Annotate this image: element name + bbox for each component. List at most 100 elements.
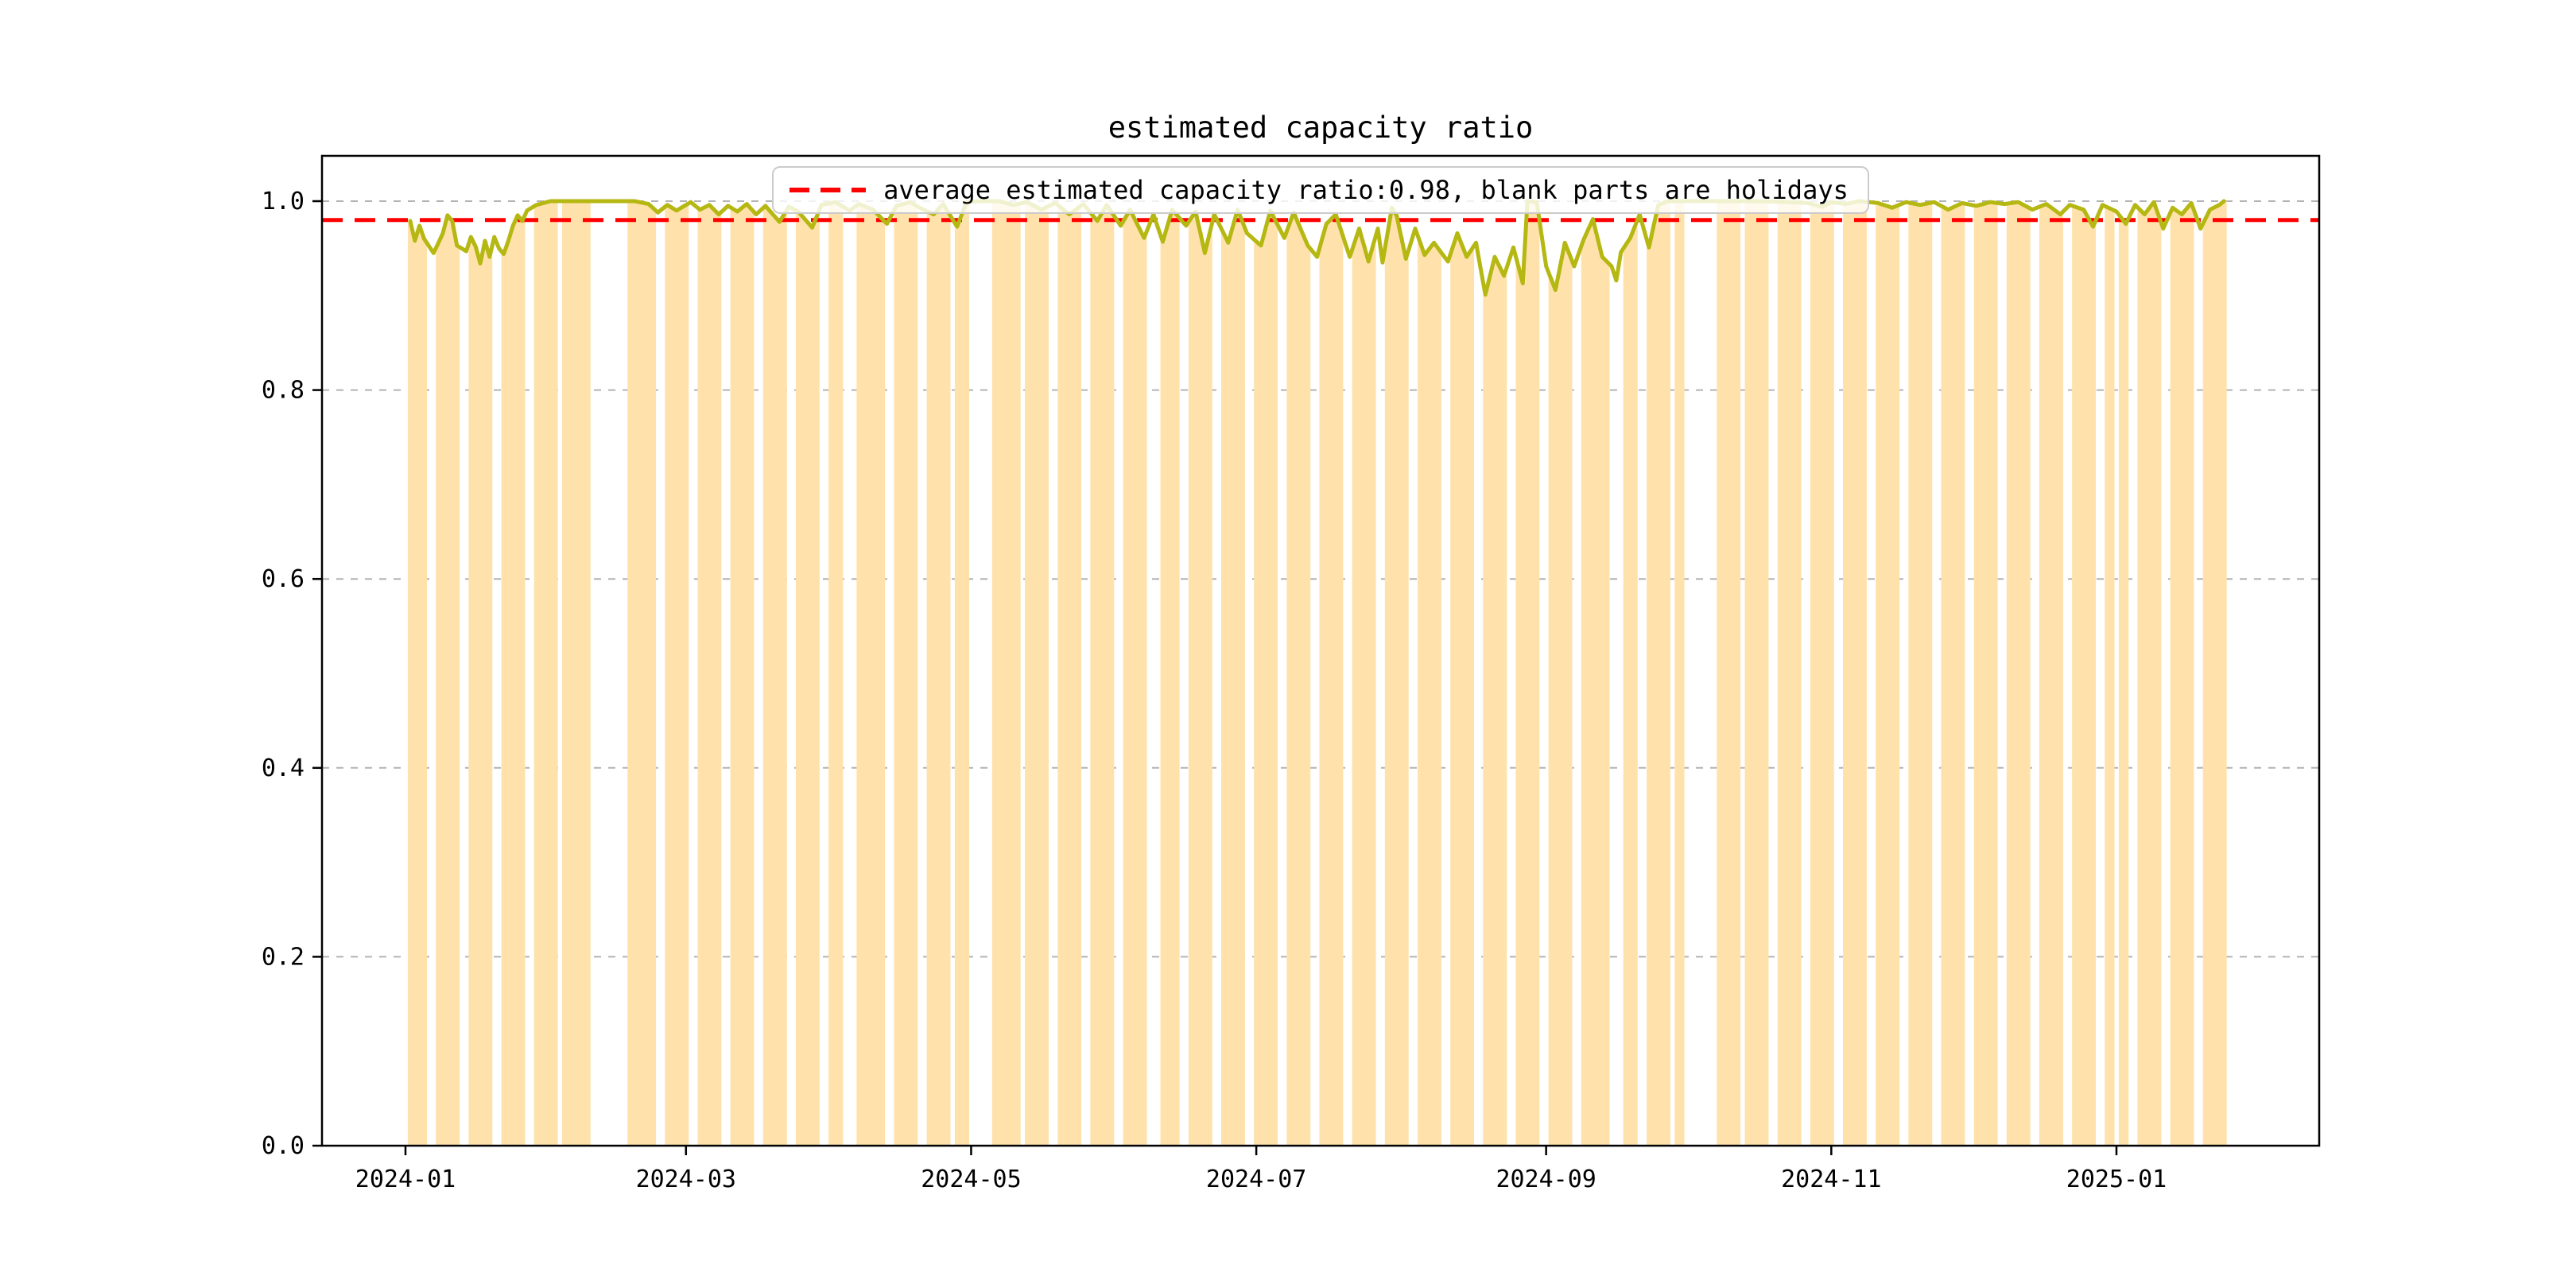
workday-bar — [473, 246, 479, 1146]
workday-bar — [894, 205, 899, 1146]
workday-bar — [1399, 237, 1404, 1146]
workday-bar — [2118, 217, 2124, 1146]
workday-bar — [1127, 209, 1133, 1146]
workday-bar — [1655, 204, 1662, 1146]
workday-bar — [1553, 289, 1558, 1146]
workday-bar — [749, 209, 755, 1146]
workday-bar — [1324, 223, 1329, 1146]
workday-bar — [407, 220, 413, 1146]
workday-bar — [2020, 204, 2026, 1146]
workday-bar — [2043, 204, 2050, 1146]
workday-bar — [1193, 211, 1199, 1146]
workday-bar — [1043, 207, 1049, 1146]
workday-bar — [1950, 207, 1956, 1146]
workday-bar — [468, 237, 474, 1146]
workday-bar — [2217, 204, 2222, 1146]
capacity-ratio-line — [408, 199, 2226, 297]
workday-bar — [1590, 219, 1596, 1146]
workday-bar — [1791, 202, 1797, 1146]
workday-bar — [1436, 249, 1441, 1146]
workday-bar — [1567, 254, 1573, 1146]
workday-bar — [2015, 202, 2021, 1146]
workday-bar — [1170, 209, 1175, 1146]
workday-bar — [1735, 201, 1741, 1146]
workday-bar — [1066, 214, 1073, 1146]
y-tick-label: 1.0 — [262, 188, 305, 215]
workday-bar — [449, 220, 456, 1146]
workday-bar — [1230, 226, 1236, 1146]
workday-bar — [1562, 242, 1568, 1146]
workday-bar — [1422, 254, 1428, 1146]
workday-bar — [716, 214, 722, 1146]
workday-bar — [1197, 232, 1203, 1146]
workday-bar — [912, 204, 918, 1146]
workday-bar — [1558, 266, 1563, 1146]
workday-bar — [2142, 214, 2147, 1146]
workday-bar — [1459, 245, 1465, 1146]
workday-bar — [1983, 203, 1988, 1146]
workday-bar — [538, 204, 544, 1146]
workday-bar — [1202, 253, 1208, 1146]
workday-bar — [2025, 207, 2031, 1146]
workday-bar — [1394, 215, 1399, 1146]
workday-bar — [1763, 201, 1769, 1146]
x-tick-label: 2024-05 — [921, 1166, 1021, 1193]
workday-bar — [856, 204, 862, 1146]
workday-bar — [2011, 202, 2017, 1146]
workday-bar — [2189, 203, 2194, 1146]
workday-bar — [941, 204, 946, 1146]
workday-bar — [1660, 203, 1666, 1146]
workday-bar — [1520, 283, 1526, 1146]
workday-bar — [1403, 258, 1409, 1146]
workday-bar — [1038, 209, 1045, 1146]
workday-bar — [1333, 214, 1339, 1146]
workday-bar — [1627, 238, 1633, 1146]
workday-bar — [501, 254, 506, 1146]
workday-bar — [996, 201, 1003, 1146]
workday-bar — [805, 222, 811, 1146]
workday-bar — [1001, 202, 1007, 1146]
workday-bar — [1623, 245, 1629, 1146]
workday-bar — [561, 201, 568, 1146]
workday-bar — [1515, 265, 1521, 1146]
workday-bar — [954, 227, 960, 1146]
workday-bar — [2137, 209, 2143, 1146]
workday-bar — [730, 208, 736, 1146]
workday-bar — [2053, 211, 2058, 1146]
workday-bar — [1384, 235, 1391, 1146]
workday-bar — [1918, 204, 1923, 1146]
workday-bar — [487, 257, 493, 1146]
workday-bar — [683, 204, 689, 1146]
workday-bar — [1366, 262, 1371, 1146]
workday-bar — [1946, 209, 1951, 1146]
workday-bar — [506, 240, 511, 1146]
plot-border — [320, 154, 2321, 1147]
workday-bar — [1132, 219, 1138, 1146]
workday-bar — [1978, 204, 1984, 1146]
workday-bar — [1267, 210, 1274, 1146]
workday-bar — [926, 211, 932, 1146]
workday-bar — [1286, 225, 1292, 1146]
workday-bar — [1431, 242, 1437, 1146]
workday-bar — [1581, 239, 1587, 1146]
workday-bar — [1843, 204, 1849, 1146]
workday-bar — [1908, 203, 1914, 1146]
workday-bar — [1717, 201, 1722, 1146]
workday-bar — [1450, 247, 1456, 1146]
workday-bar — [2170, 208, 2175, 1146]
workday-bar — [1525, 201, 1530, 1146]
workday-bar — [520, 220, 526, 1146]
workday-bar — [1062, 210, 1068, 1146]
workday-bar — [1104, 204, 1110, 1146]
x-tick-label: 2024-03 — [636, 1166, 736, 1193]
workday-bar — [1884, 206, 1891, 1146]
workday-bar — [1488, 275, 1493, 1146]
workday-bar — [650, 208, 657, 1146]
workday-bar — [1496, 266, 1503, 1146]
workday-bar — [543, 202, 549, 1146]
workday-bar — [483, 240, 488, 1146]
workday-bar — [1188, 218, 1194, 1146]
workday-bar — [879, 219, 886, 1146]
workday-bar — [875, 214, 881, 1146]
